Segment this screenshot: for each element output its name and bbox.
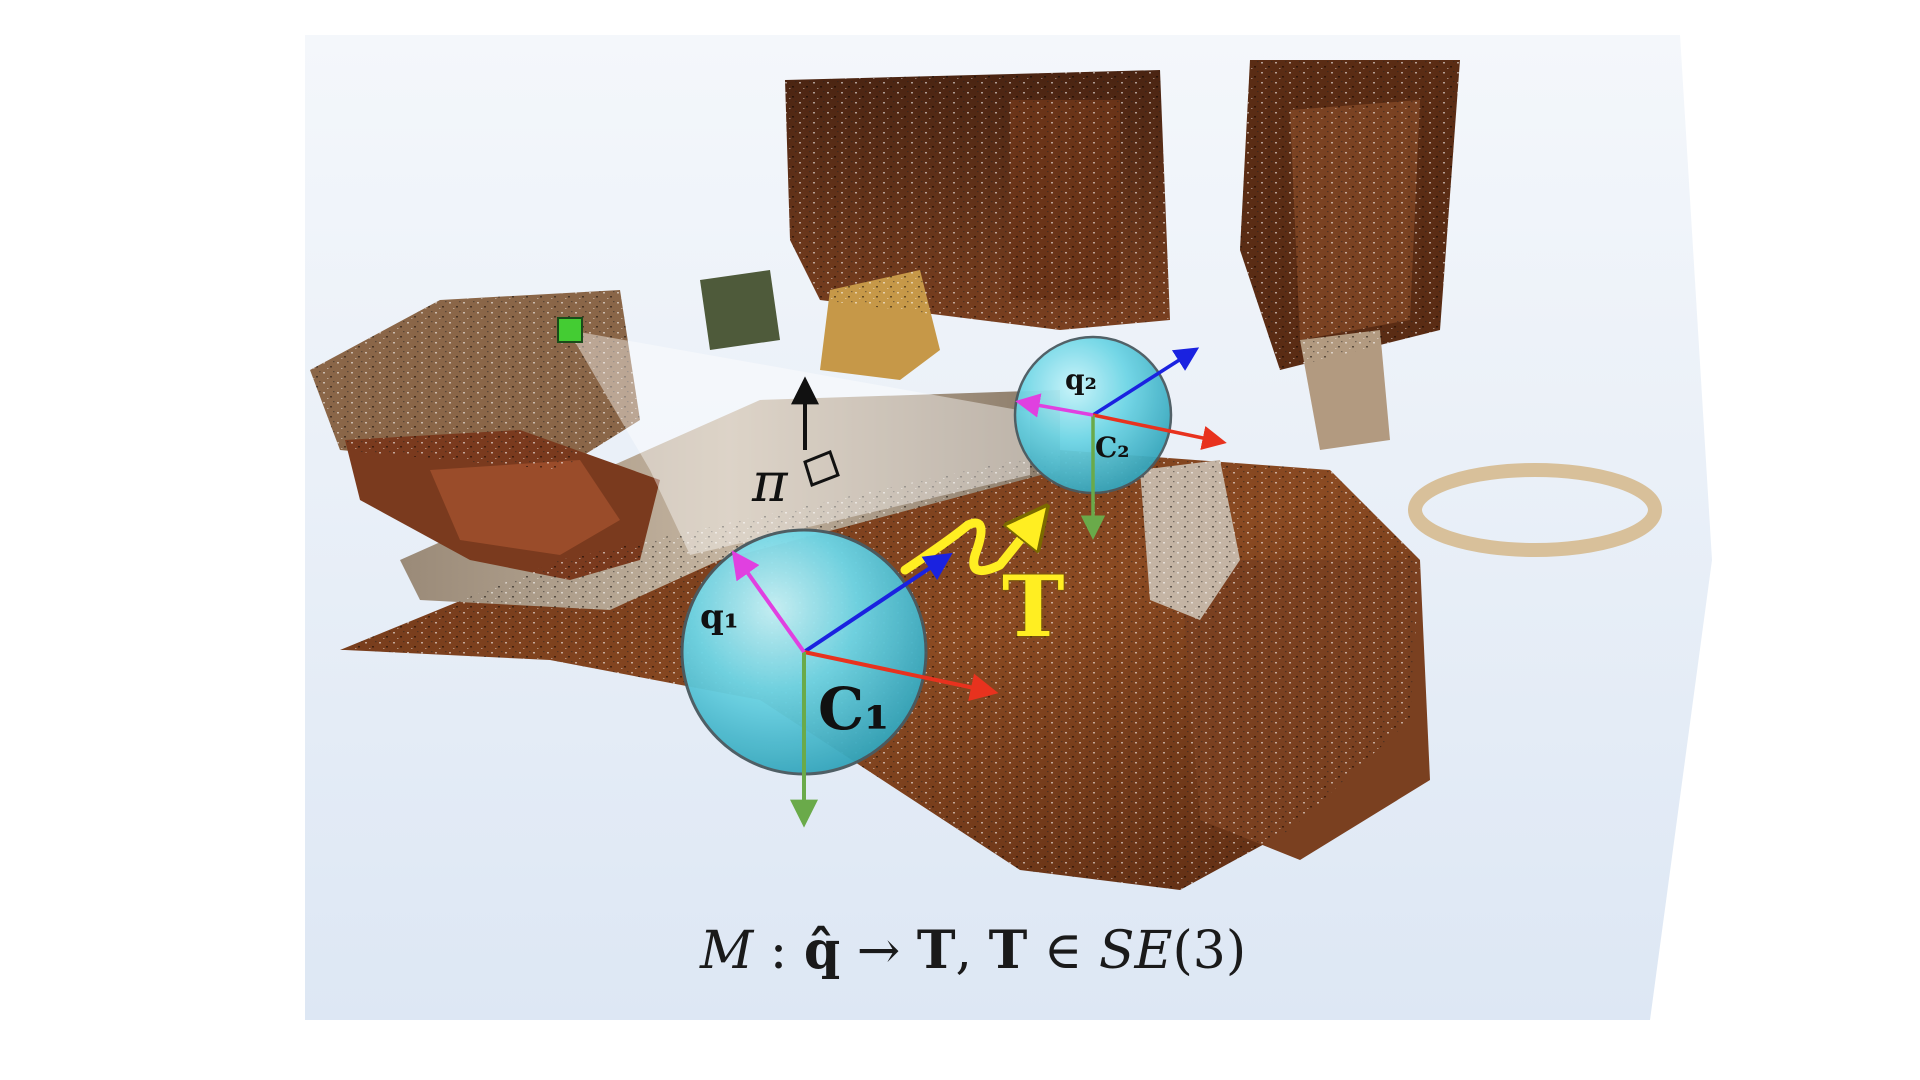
keypoint-marker bbox=[557, 317, 583, 343]
camera-label-2: C₂ bbox=[1095, 431, 1130, 464]
query-label-1: q₁ bbox=[700, 597, 739, 637]
equation-map-symbol: M bbox=[700, 921, 754, 981]
equation-separator: , bbox=[955, 921, 989, 981]
transform-label: T bbox=[1002, 557, 1065, 656]
equation-transform: T bbox=[916, 920, 956, 981]
c2-axis-magenta bbox=[1015, 393, 1094, 418]
view-frustum-plane bbox=[568, 330, 1030, 555]
query-label-2: q₂ bbox=[1065, 363, 1097, 396]
equation-colon: : bbox=[753, 921, 804, 981]
round-basket bbox=[1408, 463, 1662, 557]
plane-label: π bbox=[752, 451, 788, 514]
c1-axis-blue bbox=[802, 552, 953, 654]
transform-arrow bbox=[900, 515, 1040, 576]
equation-transform-2: T bbox=[988, 920, 1028, 981]
c2-axis-blue bbox=[1092, 347, 1200, 417]
plane-symbol bbox=[803, 450, 840, 487]
armchair-seat bbox=[430, 460, 620, 555]
equation-group-arg: (3) bbox=[1172, 921, 1247, 981]
equation-element-of: ∈ bbox=[1027, 921, 1099, 981]
mapping-equation: M : q̂ → T, T ∈ SE(3) bbox=[700, 925, 1246, 978]
wall-speckle bbox=[785, 70, 1170, 330]
side-table bbox=[700, 270, 780, 350]
equation-query: q̂ bbox=[803, 920, 841, 981]
equation-arrow: → bbox=[840, 921, 917, 981]
right-wall-speckle bbox=[1240, 60, 1460, 370]
right-small-chair bbox=[1300, 330, 1390, 450]
c2-axis-red bbox=[1092, 413, 1227, 450]
c1-axis-magenta bbox=[731, 550, 806, 654]
c1-axis-red bbox=[803, 650, 999, 702]
equation-group: SE bbox=[1098, 921, 1173, 981]
camera-label-1: C₁ bbox=[818, 675, 890, 743]
